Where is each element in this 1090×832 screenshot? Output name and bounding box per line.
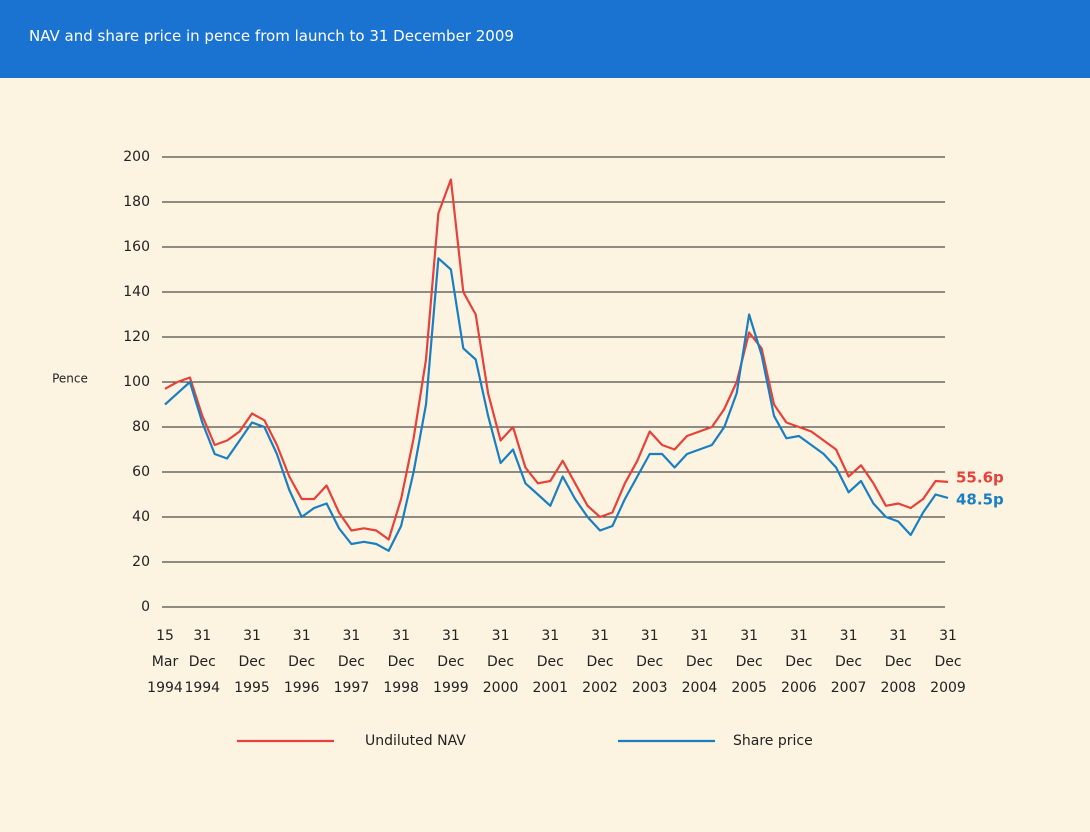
x-tick-label: 31 Dec 2002 xyxy=(582,628,618,696)
x-tick-label-line: 31 xyxy=(193,628,211,644)
x-tick-label-line: 2006 xyxy=(781,680,817,696)
x-tick-label-line: Dec xyxy=(736,654,763,670)
y-tick-label: 180 xyxy=(123,194,150,210)
x-tick-label-line: 31 xyxy=(641,628,659,644)
x-tick-label-line: 1994 xyxy=(184,680,220,696)
x-tick-label-line: 31 xyxy=(840,628,858,644)
x-tick-label-line: 1995 xyxy=(234,680,270,696)
line-series xyxy=(164,257,949,552)
x-tick-label: 31 Dec 1994 xyxy=(184,628,220,696)
y-tick-label: 120 xyxy=(123,329,150,345)
x-tick-label: 31 Dec 1997 xyxy=(334,628,370,696)
x-tick-label-line: 31 xyxy=(392,628,410,644)
x-tick-label-line: 31 xyxy=(541,628,559,644)
x-tick-label-line: 31 xyxy=(343,628,361,644)
x-tick-label-line: 31 xyxy=(889,628,907,644)
x-tick-label: 31 Dec 1999 xyxy=(433,628,469,696)
y-tick-label: 0 xyxy=(141,599,150,615)
x-tick-label-line: 2008 xyxy=(880,680,916,696)
x-tick-label-line: Dec xyxy=(288,654,315,670)
y-tick-label: 100 xyxy=(123,374,150,390)
x-tick-label-line: Dec xyxy=(586,654,613,670)
y-tick-label: 200 xyxy=(123,149,150,165)
x-tick-label-line: 1999 xyxy=(433,680,469,696)
x-tick-label-line: 2003 xyxy=(632,680,668,696)
y-tick-label: 80 xyxy=(132,419,150,435)
x-tick-label: 31 Dec 2004 xyxy=(682,628,718,696)
x-tick-label-line: 1997 xyxy=(334,680,370,696)
x-tick-label-line: Dec xyxy=(686,654,713,670)
x-tick-label-line: 2005 xyxy=(731,680,767,696)
x-tick-label-line: Dec xyxy=(835,654,862,670)
x-tick-label-line: 2001 xyxy=(532,680,568,696)
y-tick-label: 40 xyxy=(132,509,150,525)
x-tick-label: 31 Dec 1995 xyxy=(234,628,270,696)
x-tick-label-line: 2000 xyxy=(483,680,519,696)
header: NAV and share price in pence from launch… xyxy=(0,0,1090,78)
legend-label: Undiluted NAV xyxy=(365,733,466,749)
x-tick-label-line: 31 xyxy=(293,628,311,644)
x-tick-label-line: Dec xyxy=(437,654,464,670)
x-tick-label: 31 Dec 2003 xyxy=(632,628,668,696)
x-tick-label: 31 Dec 2005 xyxy=(731,628,767,696)
x-tick-label-line: Dec xyxy=(785,654,812,670)
x-tick-label-line: 31 xyxy=(939,628,957,644)
legend-label: Share price xyxy=(733,733,813,749)
x-tick-label: 15 Mar 1994 xyxy=(147,628,183,696)
x-tick-label-line: Dec xyxy=(636,654,663,670)
x-tick-label: 31 Dec 1996 xyxy=(284,628,320,696)
x-tick-label-line: Dec xyxy=(487,654,514,670)
y-tick-label: 160 xyxy=(123,239,150,255)
line-series xyxy=(164,178,949,541)
y-tick-label: 20 xyxy=(132,554,150,570)
x-tick-label-line: Dec xyxy=(388,654,415,670)
x-tick-label: 31 Dec 1998 xyxy=(383,628,419,696)
x-tick-label-line: Mar xyxy=(152,654,179,670)
x-tick-label-line: Dec xyxy=(885,654,912,670)
x-tick-label-line: 2009 xyxy=(930,680,966,696)
x-tick-label-line: Dec xyxy=(338,654,365,670)
x-tick-label-line: 31 xyxy=(442,628,460,644)
x-tick-label: 31 Dec 2000 xyxy=(483,628,519,696)
end-value-label: 55.6p xyxy=(956,468,1004,486)
x-tick-label-line: Dec xyxy=(238,654,265,670)
x-tick-label-line: 31 xyxy=(790,628,808,644)
x-tick-label: 31 Dec 2009 xyxy=(930,628,966,696)
x-tick-label: 31 Dec 2006 xyxy=(781,628,817,696)
x-tick-label-line: 1996 xyxy=(284,680,320,696)
x-tick-label-line: Dec xyxy=(537,654,564,670)
x-tick-label-line: 2002 xyxy=(582,680,618,696)
end-value-label: 48.5p xyxy=(956,490,1004,508)
x-tick-label-line: 2007 xyxy=(831,680,867,696)
x-tick-label: 31 Dec 2007 xyxy=(831,628,867,696)
y-tick-label: 140 xyxy=(123,284,150,300)
x-tick-label: 31 Dec 2001 xyxy=(532,628,568,696)
x-tick-label-line: 31 xyxy=(591,628,609,644)
x-tick-label-line: 31 xyxy=(740,628,758,644)
y-tick-label: 60 xyxy=(132,464,150,480)
y-axis-label: Pence xyxy=(52,372,88,386)
x-tick-label-line: 1998 xyxy=(383,680,419,696)
x-tick-label-line: 31 xyxy=(691,628,709,644)
x-tick-label-line: 31 xyxy=(492,628,510,644)
x-tick-label-line: 1994 xyxy=(147,680,183,696)
x-tick-label-line: 2004 xyxy=(682,680,718,696)
chart-title: NAV and share price in pence from launch… xyxy=(29,27,514,45)
x-tick-label-line: 31 xyxy=(243,628,261,644)
x-tick-label-line: 15 xyxy=(156,628,174,644)
x-tick-label: 31 Dec 2008 xyxy=(880,628,916,696)
x-tick-label-line: Dec xyxy=(934,654,961,670)
x-tick-label-line: Dec xyxy=(189,654,216,670)
